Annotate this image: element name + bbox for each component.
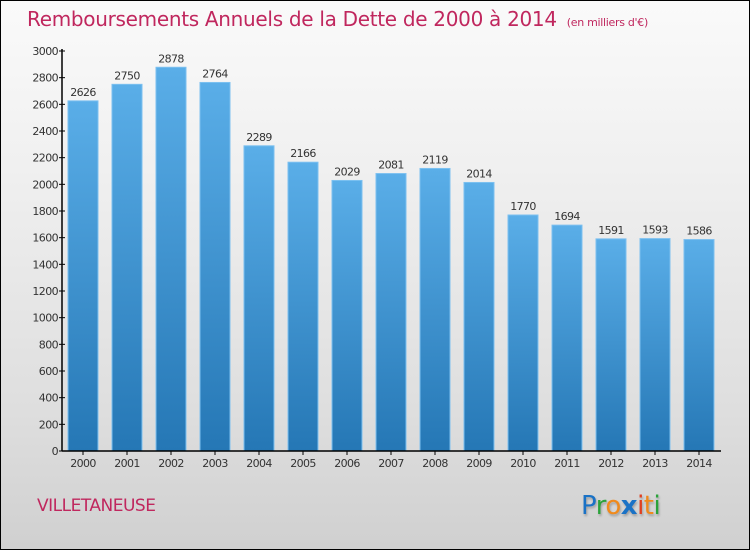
x-tick-label-2014: 2014 [686, 457, 712, 470]
x-tick-label-2003: 2003 [202, 457, 228, 470]
data-label-2014: 1586 [686, 225, 712, 238]
y-tick-label-1600: 1600 [32, 232, 58, 245]
logo-letter-2: o [605, 491, 621, 521]
data-label-2013: 1593 [642, 224, 668, 237]
data-label-2008: 2119 [422, 153, 448, 166]
bar-2009 [463, 181, 495, 452]
bar-2010 [507, 214, 539, 452]
bar-2001 [111, 83, 143, 452]
unit-label: (en milliers d'€) [566, 16, 648, 29]
bar-2005 [287, 161, 319, 452]
y-tick-label-1800: 1800 [32, 205, 58, 218]
data-label-2012: 1591 [598, 224, 624, 237]
bar-2002 [155, 66, 187, 452]
data-label-2010: 1770 [510, 200, 536, 213]
logo-letter-3: x [620, 491, 638, 521]
x-tick-label-2010: 2010 [510, 457, 536, 470]
y-tick-label-2000: 2000 [32, 178, 58, 191]
logo-letter-5: t [643, 491, 654, 521]
y-tick-label-2600: 2600 [32, 98, 58, 111]
y-tick-label-400: 400 [39, 392, 59, 405]
x-tick-label-2013: 2013 [642, 457, 668, 470]
x-tick-label-2000: 2000 [70, 457, 96, 470]
bar-2004 [243, 145, 275, 452]
data-label-2000: 2626 [70, 86, 96, 99]
x-tick-label-2004: 2004 [246, 457, 272, 470]
y-tick-label-1200: 1200 [32, 285, 58, 298]
bar-2013 [639, 238, 671, 452]
y-tick-label-2800: 2800 [32, 72, 58, 85]
axes-group: 2000 2001 2002 2003 2004 2005 2006 2007 2008 2009… [32, 45, 721, 470]
y-tick-label-1000: 1000 [32, 312, 58, 325]
data-label-2001: 2750 [114, 69, 140, 82]
x-tick-label-2012: 2012 [598, 457, 624, 470]
y-tick-label-800: 800 [39, 338, 59, 351]
y-tick-label-2200: 2200 [32, 152, 58, 165]
bar-2006 [331, 179, 363, 452]
x-tick-label-2009: 2009 [466, 457, 492, 470]
x-tick-label-2005: 2005 [290, 457, 316, 470]
bar-2003 [199, 81, 231, 452]
y-tick-label-600: 600 [39, 365, 59, 378]
y-tick-label-1400: 1400 [32, 258, 58, 271]
bar-2007 [375, 173, 407, 452]
data-label-2005: 2166 [290, 147, 316, 160]
data-label-2004: 2289 [246, 131, 272, 144]
logo-letter-4: i [637, 491, 644, 521]
x-tick-label-2002: 2002 [158, 457, 184, 470]
proxiti-logo[interactable]: Proxiti [581, 491, 661, 521]
data-label-2003: 2764 [202, 67, 228, 80]
bars-group: 2626 2750 2878 2764 2289 2166 2029 2081 2119 2014… [67, 52, 715, 452]
data-label-2002: 2878 [158, 52, 184, 65]
bar-2008 [419, 167, 451, 452]
y-tick-label-0: 0 [52, 445, 59, 458]
logo-letter-1: r [595, 491, 606, 521]
chart-title: Remboursements Annuels de la Dette de 20… [27, 7, 648, 31]
x-tick-label-2001: 2001 [114, 457, 140, 470]
bar-2000 [67, 100, 99, 452]
x-tick-label-2011: 2011 [554, 457, 580, 470]
data-label-2009: 2014 [466, 167, 492, 180]
town-name: VILLETANEUSE [37, 496, 156, 516]
y-tick-label-3000: 3000 [32, 45, 58, 58]
logo-letter-6: i [653, 491, 661, 521]
data-label-2007: 2081 [378, 159, 404, 172]
bar-2012 [595, 238, 627, 452]
bar-2011 [551, 224, 583, 452]
y-tick-label-2400: 2400 [32, 125, 58, 138]
title-text: Remboursements Annuels de la Dette de 20… [27, 7, 557, 31]
x-tick-label-2006: 2006 [334, 457, 360, 470]
logo-letter-0: P [581, 491, 596, 521]
x-tick-label-2008: 2008 [422, 457, 448, 470]
x-tick-label-2007: 2007 [378, 457, 404, 470]
data-label-2011: 1694 [554, 210, 580, 223]
data-label-2006: 2029 [334, 165, 360, 178]
y-tick-label-200: 200 [39, 418, 59, 431]
bar-2014 [683, 239, 715, 452]
